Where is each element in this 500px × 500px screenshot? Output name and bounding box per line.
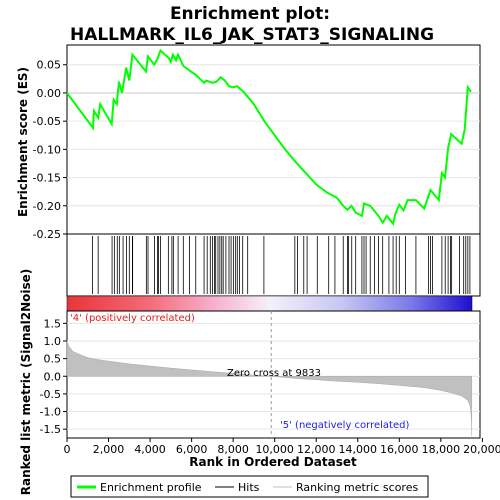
x-tick-label: 12,000 xyxy=(297,443,336,456)
x-tick-label: 18,000 xyxy=(422,443,461,456)
es-ytick-label: -0.20 xyxy=(33,200,61,213)
rank-axis-label: Ranked list metric (Signal2Noise) xyxy=(19,269,33,496)
hits-panel xyxy=(66,233,481,297)
rank-ytick-label: 1.0 xyxy=(44,335,62,348)
es-ytick-label: 0.05 xyxy=(37,59,62,72)
rank-ytick-label: 0.0 xyxy=(44,370,62,383)
x-tick-label: 20,000 xyxy=(463,443,500,456)
ranked-metric-panel: -1.5 -1.0 -0.5 0.0 0.5 1.0 1.5 '4' (positively… xyxy=(19,269,481,496)
x-tick-label: 14,000 xyxy=(339,443,378,456)
enrichment-profile-line xyxy=(66,48,472,227)
zero-cross-label: Zero cross at 9833 xyxy=(227,368,321,379)
x-tick-label: 6,000 xyxy=(176,443,208,456)
es-ytick-label: 0.00 xyxy=(37,87,62,100)
x-tick-label: 2,000 xyxy=(93,443,125,456)
rank-ytick-label: 0.5 xyxy=(44,353,62,366)
enrichment-score-panel: -0.25 -0.20 -0.15 -0.10 -0.05 0.00 0.05 Enrich… xyxy=(16,44,481,241)
x-tick-label: 4,000 xyxy=(134,443,166,456)
es-axis-label: Enrichment score (ES) xyxy=(16,67,30,217)
rank-ytick-label: 1.5 xyxy=(44,317,62,330)
x-tick-label: 8,000 xyxy=(217,443,249,456)
rank-color-bar xyxy=(66,295,473,312)
x-axis-label: Rank in Ordered Dataset xyxy=(189,455,357,469)
negative-correlation-label: '5' (negatively correlated) xyxy=(280,420,409,431)
es-ytick-label: -0.05 xyxy=(33,115,61,128)
es-ytick-label: -0.25 xyxy=(33,228,61,241)
legend-enrichment-label: Enrichment profile xyxy=(100,481,202,494)
positive-correlation-label: '4' (positively correlated) xyxy=(70,313,195,324)
legend-hits-label: Hits xyxy=(238,481,260,494)
legend-ranking-label: Ranking metric scores xyxy=(296,481,418,494)
chart-title-line1: Enrichment plot: xyxy=(170,4,330,24)
x-tick-label: 16,000 xyxy=(380,443,419,456)
x-tick-label: 10,000 xyxy=(255,443,294,456)
es-ytick-label: -0.15 xyxy=(33,172,61,185)
x-tick-label: 0 xyxy=(64,443,71,456)
chart-title-line2: HALLMARK_IL6_JAK_STAT3_SIGNALING xyxy=(70,25,434,45)
rank-ytick-label: -1.0 xyxy=(40,406,61,419)
rank-ytick-label: -1.5 xyxy=(40,423,61,436)
es-ytick-label: -0.10 xyxy=(33,143,61,156)
rank-ytick-label: -0.5 xyxy=(40,388,61,401)
legend-frame xyxy=(70,475,429,498)
es-plot-frame xyxy=(66,44,481,235)
x-axis: 0 2,000 4,000 6,000 8,000 10,000 12,000 14,000 1… xyxy=(64,438,500,456)
ranking-metric-area xyxy=(66,340,473,437)
legend: Enrichment profile Hits Ranking metric s… xyxy=(70,475,429,498)
